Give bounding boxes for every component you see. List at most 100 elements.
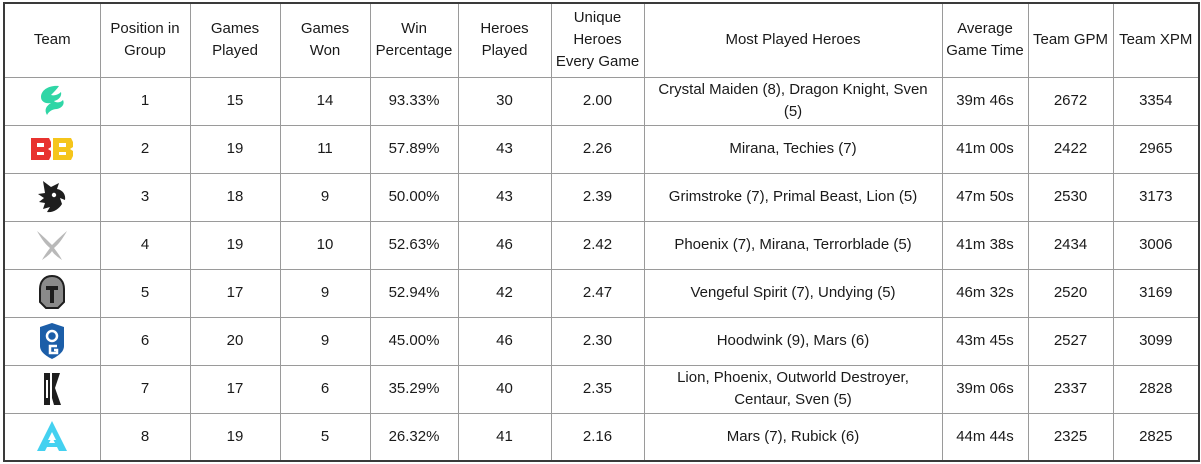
most-played-cell: Hoodwink (9), Mars (6) (643, 316, 943, 366)
position-cell: 1 (99, 76, 191, 126)
team-logo-cell (3, 316, 101, 366)
most-played-cell: Grimstroke (7), Primal Beast, Lion (5) (643, 172, 943, 222)
gpm-cell: 2337 (1027, 364, 1114, 414)
header-avg-time: Average Game Time (941, 2, 1029, 78)
xpm-cell: 3099 (1112, 316, 1200, 366)
header-row: Team Position in Group Games Played Game… (3, 2, 1200, 78)
header-unique-heroes: Unique Heroes Every Game (550, 2, 645, 78)
header-xpm: Team XPM (1112, 2, 1200, 78)
games-played-cell: 17 (189, 268, 281, 318)
team-spirit-beast-icon (29, 178, 75, 216)
xpm-cell: 2825 (1112, 412, 1200, 462)
games-played-cell: 19 (189, 220, 281, 270)
header-team: Team (3, 2, 101, 78)
heroes-played-cell: 46 (457, 316, 552, 366)
heroes-played-cell: 30 (457, 76, 552, 126)
win-percentage-cell: 52.63% (369, 220, 459, 270)
win-percentage-cell: 93.33% (369, 76, 459, 126)
avg-time-cell: 39m 46s (941, 76, 1029, 126)
gladiators-helmet-icon (29, 274, 75, 312)
games-won-cell: 6 (279, 364, 371, 414)
most-played-cell: Phoenix (7), Mirana, Terrorblade (5) (643, 220, 943, 270)
header-win-percentage: Win Percentage (369, 2, 459, 78)
gpm-cell: 2325 (1027, 412, 1114, 462)
team-spirit-dragon-icon (29, 82, 75, 120)
xpm-cell: 2965 (1112, 124, 1200, 174)
win-percentage-cell: 52.94% (369, 268, 459, 318)
gpm-cell: 2530 (1027, 172, 1114, 222)
position-cell: 3 (99, 172, 191, 222)
team-logo-cell (3, 172, 101, 222)
avg-time-cell: 39m 06s (941, 364, 1029, 414)
header-games-played: Games Played (189, 2, 281, 78)
avg-time-cell: 41m 38s (941, 220, 1029, 270)
unique-heroes-cell: 2.16 (550, 412, 645, 462)
team-logo-cell (3, 76, 101, 126)
avg-time-cell: 44m 44s (941, 412, 1029, 462)
team-logo-cell (3, 124, 101, 174)
gpm-cell: 2434 (1027, 220, 1114, 270)
table-row: 6 20 9 45.00% 46 2.30 Hoodwink (9), Mars… (3, 316, 1200, 366)
most-played-cell: Vengeful Spirit (7), Undying (5) (643, 268, 943, 318)
header-games-won: Games Won (279, 2, 371, 78)
shopify-rebellion-icon (29, 370, 75, 408)
heroes-played-cell: 40 (457, 364, 552, 414)
team-logo-cell (3, 268, 101, 318)
heroes-played-cell: 42 (457, 268, 552, 318)
games-played-cell: 17 (189, 364, 281, 414)
table-row: 5 17 9 52.94% 42 2.47 Vengeful Spirit (7… (3, 268, 1200, 318)
og-shield-icon (29, 322, 75, 360)
most-played-cell: Crystal Maiden (8), Dragon Knight, Sven … (643, 76, 943, 126)
win-percentage-cell: 45.00% (369, 316, 459, 366)
unique-heroes-cell: 2.39 (550, 172, 645, 222)
win-percentage-cell: 35.29% (369, 364, 459, 414)
heroes-played-cell: 41 (457, 412, 552, 462)
avg-time-cell: 46m 32s (941, 268, 1029, 318)
unique-heroes-cell: 2.47 (550, 268, 645, 318)
table-row: 3 18 9 50.00% 43 2.39 Grimstroke (7), Pr… (3, 172, 1200, 222)
unique-heroes-cell: 2.00 (550, 76, 645, 126)
win-percentage-cell: 26.32% (369, 412, 459, 462)
header-position: Position in Group (99, 2, 191, 78)
table-row: 1 15 14 93.33% 30 2.00 Crystal Maiden (8… (3, 76, 1200, 126)
heroes-played-cell: 43 (457, 172, 552, 222)
xpm-cell: 3006 (1112, 220, 1200, 270)
games-played-cell: 20 (189, 316, 281, 366)
games-won-cell: 11 (279, 124, 371, 174)
games-won-cell: 9 (279, 172, 371, 222)
xpm-cell: 3354 (1112, 76, 1200, 126)
position-cell: 2 (99, 124, 191, 174)
table-row: 4 19 10 52.63% 46 2.42 Phoenix (7), Mira… (3, 220, 1200, 270)
most-played-cell: Mars (7), Rubick (6) (643, 412, 943, 462)
gpm-cell: 2520 (1027, 268, 1114, 318)
games-won-cell: 9 (279, 268, 371, 318)
unique-heroes-cell: 2.26 (550, 124, 645, 174)
games-played-cell: 18 (189, 172, 281, 222)
unique-heroes-cell: 2.35 (550, 364, 645, 414)
gpm-cell: 2422 (1027, 124, 1114, 174)
games-won-cell: 9 (279, 316, 371, 366)
betboom-bb-icon (29, 130, 75, 168)
team-logo-cell (3, 364, 101, 414)
wings-x-icon (29, 226, 75, 264)
position-cell: 4 (99, 220, 191, 270)
header-gpm: Team GPM (1027, 2, 1114, 78)
xpm-cell: 3173 (1112, 172, 1200, 222)
xpm-cell: 3169 (1112, 268, 1200, 318)
unique-heroes-cell: 2.30 (550, 316, 645, 366)
position-cell: 8 (99, 412, 191, 462)
team-logo-cell (3, 220, 101, 270)
avg-time-cell: 41m 00s (941, 124, 1029, 174)
team-stats-table: Team Position in Group Games Played Game… (3, 2, 1200, 462)
header-most-played: Most Played Heroes (643, 2, 943, 78)
avg-time-cell: 43m 45s (941, 316, 1029, 366)
heroes-played-cell: 46 (457, 220, 552, 270)
team-logo-cell (3, 412, 101, 462)
most-played-cell: Lion, Phoenix, Outworld Destroyer, Centa… (643, 364, 943, 414)
gpm-cell: 2672 (1027, 76, 1114, 126)
games-played-cell: 19 (189, 124, 281, 174)
most-played-cell: Mirana, Techies (7) (643, 124, 943, 174)
unique-heroes-cell: 2.42 (550, 220, 645, 270)
gpm-cell: 2527 (1027, 316, 1114, 366)
games-played-cell: 19 (189, 412, 281, 462)
